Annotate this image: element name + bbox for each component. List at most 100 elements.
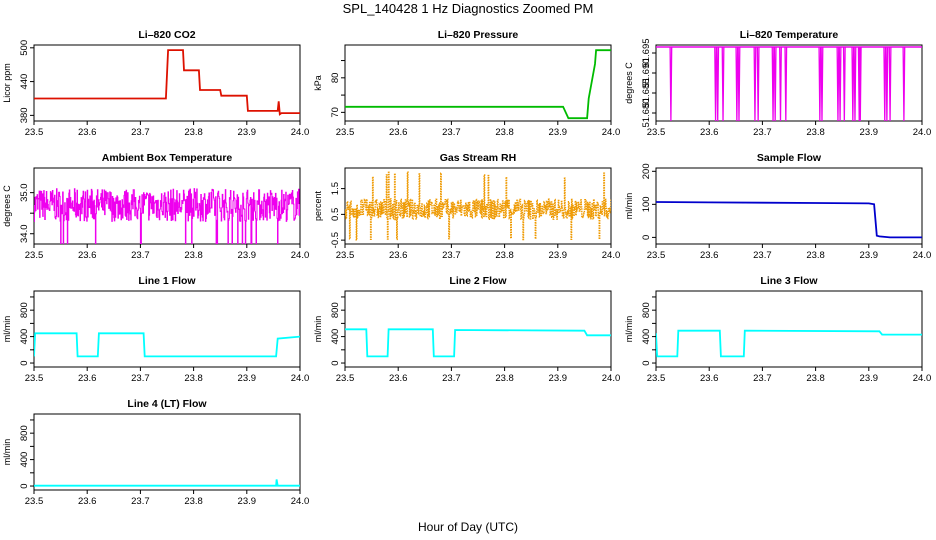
plot-frame: [344, 44, 612, 122]
x-tick-label: 23.5: [25, 250, 44, 261]
y-axis-label: percent: [313, 190, 323, 221]
series-dip: [753, 46, 757, 121]
y-tick-label: 400: [641, 329, 652, 345]
x-tick-label: 23.6: [700, 250, 719, 261]
y-tick-label: 0: [330, 360, 341, 365]
x-tick-label: 23.5: [647, 373, 666, 384]
x-tick-label: 23.6: [700, 127, 719, 138]
y-tick-label: 0: [641, 235, 652, 240]
x-tick-label: 23.9: [860, 127, 879, 138]
series-dip: [851, 46, 855, 121]
series-line-2-flow: [345, 328, 611, 358]
panel-title: Gas Stream RH: [440, 152, 516, 164]
y-tick-label: 35.0: [19, 183, 30, 202]
x-tick-label: 23.8: [184, 127, 203, 138]
series-li-820-pressure: [345, 49, 611, 120]
y-tick-label: 51.695: [641, 38, 652, 67]
y-tick-label: 34.0: [19, 224, 30, 243]
plot-frame: [33, 413, 301, 491]
x-tick-label: 23.7: [442, 127, 461, 138]
y-tick-label: 500: [19, 40, 30, 56]
panel-title: Ambient Box Temperature: [102, 152, 233, 164]
panel-title: Line 4 (LT) Flow: [127, 398, 207, 410]
panel-line-1-flow: Line 1 Flow 23.5 23.6 23.7 23.8 23.9 24.0 0 400 8…: [2, 275, 309, 384]
x-tick-label: 24.0: [291, 496, 310, 507]
series-line-3-flow: [656, 329, 922, 358]
x-tick-label: 23.5: [336, 127, 355, 138]
y-tick-label: 0: [641, 360, 652, 365]
x-tick-label: 23.8: [184, 373, 203, 384]
plot-frame: [33, 44, 301, 122]
y-tick-label: 1.5: [330, 182, 341, 195]
x-tick-label: 23.9: [238, 373, 257, 384]
y-tick-label: 100: [641, 196, 652, 212]
panel-title: Line 2 Flow: [449, 275, 507, 287]
x-tick-label: 23.6: [389, 127, 408, 138]
panel-title: Li–820 Temperature: [740, 29, 839, 41]
x-tick-label: 23.5: [336, 250, 355, 261]
x-tick-label: 23.7: [131, 373, 150, 384]
series-line: [34, 49, 300, 116]
panel-title: Li–820 CO2: [138, 29, 195, 41]
series-line-1-flow: [34, 332, 300, 358]
series-gas-stream-rh: [345, 171, 611, 241]
x-tick-label: 24.0: [291, 250, 310, 261]
plot-frame: [655, 167, 923, 245]
y-tick-label: 51.685: [641, 78, 652, 107]
x-tick-label: 24.0: [291, 373, 310, 384]
x-tick-label: 23.9: [549, 373, 568, 384]
x-tick-label: 23.8: [495, 250, 514, 261]
y-tick-label: -0.5: [330, 232, 341, 248]
y-axis-label: degrees C: [624, 62, 634, 104]
y-tick-label: 0: [19, 483, 30, 488]
series-dip: [669, 46, 673, 121]
series-ambient-box-temperature: [34, 188, 300, 244]
y-tick-label: 800: [19, 425, 30, 441]
x-tick-label: 23.5: [336, 373, 355, 384]
series-dip: [737, 46, 741, 121]
panel-line-4-lt-flow: Line 4 (LT) Flow 23.5 23.6 23.7 23.8 23.9 24.0…: [2, 398, 309, 507]
x-tick-label: 23.5: [25, 496, 44, 507]
x-tick-label: 23.6: [78, 250, 97, 261]
x-tick-label: 23.7: [753, 127, 772, 138]
y-tick-label: 800: [330, 302, 341, 318]
x-tick-label: 23.7: [131, 250, 150, 261]
y-tick-label: 200: [641, 163, 652, 179]
x-tick-label: 24.0: [602, 127, 621, 138]
series-line: [34, 479, 300, 487]
panel-line-2-flow: Line 2 Flow 23.5 23.6 23.7 23.8 23.9 24.0 0 400 8…: [313, 275, 620, 384]
series-dip: [883, 46, 887, 121]
x-tick-label: 23.9: [549, 127, 568, 138]
series-dip: [888, 46, 892, 121]
series-dip: [842, 46, 846, 121]
panel-gas-stream-rh: Gas Stream RH 23.5 23.6 23.7 23.8 23.9 24.0 -0.…: [313, 152, 620, 261]
series-dip: [714, 46, 718, 121]
x-tick-label: 23.8: [184, 250, 203, 261]
series-dip: [836, 46, 840, 121]
y-axis-label: ml/min: [624, 193, 634, 220]
x-tick-label: 23.6: [78, 127, 97, 138]
x-tick-label: 24.0: [913, 250, 932, 261]
series-dip: [721, 46, 725, 121]
x-tick-label: 23.8: [806, 373, 825, 384]
y-tick-label: 70: [330, 107, 341, 118]
x-tick-label: 23.7: [131, 496, 150, 507]
y-tick-label: 800: [641, 302, 652, 318]
figure-xlabel: Hour of Day (UTC): [418, 520, 518, 534]
x-tick-label: 23.5: [25, 373, 44, 384]
panel-li-820-pressure: Li–820 Pressure 23.5 23.6 23.7 23.8 23.9 24.0 7…: [313, 29, 620, 138]
x-tick-label: 24.0: [913, 373, 932, 384]
y-tick-label: 0.5: [330, 208, 341, 221]
y-axis-label: ml/min: [2, 316, 12, 343]
panel-title: Sample Flow: [757, 152, 822, 164]
series-dip: [784, 46, 788, 121]
x-tick-label: 23.5: [25, 127, 44, 138]
series-line: [345, 49, 611, 120]
panel-li-820-co2: Li–820 CO2 23.5 23.6 23.7 23.8 23.9 24.0 380 440…: [2, 29, 309, 138]
panel-sample-flow: Sample Flow 23.5 23.6 23.7 23.8 23.9 24.0 0 100 2…: [624, 152, 931, 261]
y-axis-label: degrees C: [2, 185, 12, 227]
y-axis-label: ml/min: [624, 316, 634, 343]
x-tick-label: 24.0: [602, 373, 621, 384]
plot-frame: [33, 290, 301, 368]
x-tick-label: 23.9: [860, 373, 879, 384]
